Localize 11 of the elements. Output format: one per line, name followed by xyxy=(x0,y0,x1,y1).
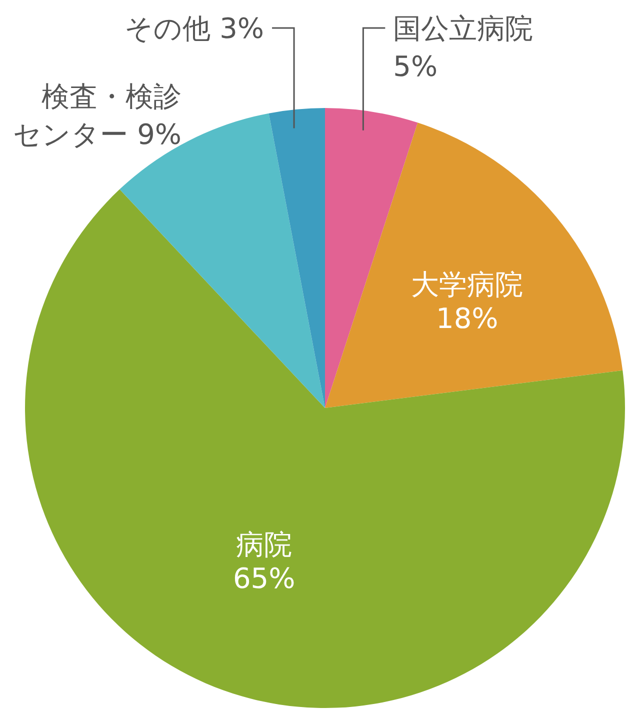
pie-slice xyxy=(25,189,625,708)
data-label: 5% xyxy=(393,50,438,83)
slice-label: 大学病院 xyxy=(411,268,524,301)
pie-slice xyxy=(325,122,623,408)
slice-label: 国公立病院 xyxy=(393,12,534,45)
pie-slice xyxy=(268,108,325,408)
slice-label: 検査・検診センター 9% xyxy=(13,80,182,152)
slice-label: その他 3% xyxy=(124,12,264,45)
data-label: 65% xyxy=(232,562,296,596)
data-label: 18% xyxy=(436,302,498,335)
slice-label: 病院 xyxy=(236,528,292,562)
